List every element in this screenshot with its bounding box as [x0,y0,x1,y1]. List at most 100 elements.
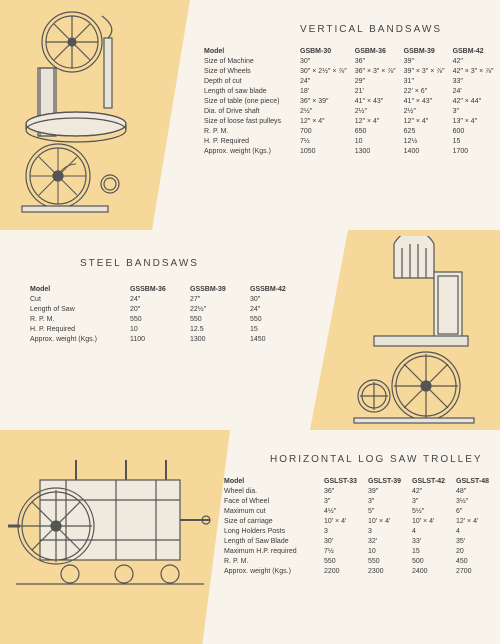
row-value: 1100 [126,334,186,344]
steel-bandsaw-illustration [332,236,492,426]
row-value: 29″ [351,76,400,86]
row-label: R. P. M. [26,314,126,324]
row-value: 550 [364,556,408,566]
table-row: Maximum cut4½″5″5½″6″ [220,506,496,516]
row-value: 2300 [364,566,408,576]
row-value: 30″ [296,56,351,66]
row-value: 600 [449,126,498,136]
table-steel-bandsaws: ModelGSSBM-36GSSBM-39GSSBM-42Cut24″27″30… [26,284,306,344]
header-model: GSLST-33 [320,476,364,486]
row-value: 22′ × 6″ [400,86,449,96]
row-value: 41″ × 43″ [400,96,449,106]
header-model: GSBM-30 [296,46,351,56]
row-value: 3″ [449,106,498,116]
row-value: 24″ [126,294,186,304]
row-value: 2½″ [351,106,400,116]
table-vertical-bandsaws: ModelGSBM-30GSBM-36GSBM-39GSBM-42 Size of… [200,46,497,156]
table-row: Approx. weight (Kgs.)2200230024002700 [220,566,496,576]
header-label: Model [26,284,126,294]
row-value: 2200 [320,566,364,576]
row-value: 550 [246,314,306,324]
tbody-vertical: ModelGSBM-30GSBM-36GSBM-39GSBM-42 Size of… [200,46,497,156]
row-value: 700 [296,126,351,136]
vertical-bandsaw-illustration [14,8,154,218]
row-label: H. P. Required [200,136,296,146]
row-value: 30″ [246,294,306,304]
row-value: 39″ [400,56,449,66]
row-label: Maximum cut [220,506,320,516]
row-value: 10 [364,546,408,556]
table-horizontal-log-saw: ModelGSLST-33GSLST-39GSLST-42GSLST-48Whe… [220,476,496,576]
table-row: Size of loose fast pulleys12″ × 4″12″ × … [200,116,497,126]
row-value: 30″ × 2½″ × ⅞″ [296,66,351,76]
row-value: 500 [408,556,452,566]
table-row: Wheel dia.36″39″42″48″ [220,486,496,496]
row-value: 1300 [186,334,246,344]
table-header-row: ModelGSSBM-36GSSBM-39GSSBM-42 [26,284,306,294]
row-value: 7½ [320,546,364,556]
header-model: GSSBM-39 [186,284,246,294]
table-header-row: ModelGSLST-33GSLST-39GSLST-42GSLST-48 [220,476,496,486]
row-label: Size of Wheels [200,66,296,76]
table-row: Length of Saw20″22½″24″ [26,304,306,314]
row-label: H. P. Required [26,324,126,334]
row-value: 1050 [296,146,351,156]
row-value: 3½″ [452,496,496,506]
row-value: 12″ × 4″ [351,116,400,126]
row-value: 2½″ [400,106,449,116]
row-value: 10 [126,324,186,334]
table-header-row: ModelGSBM-30GSBM-36GSBM-39GSBM-42 [200,46,497,56]
row-value: 1700 [449,146,498,156]
row-value: 10′ × 4′ [320,516,364,526]
row-value: 24″ [246,304,306,314]
row-value: 39″ [364,486,408,496]
header-model: GSBM-42 [449,46,498,56]
row-label: Long Holders Posts [220,526,320,536]
row-value: 24′ [449,86,498,96]
row-value: 2½″ [296,106,351,116]
title-horizontal: HORIZONTAL LOG SAW TROLLEY [270,454,483,465]
row-value: 12′ × 4′ [452,516,496,526]
row-value: 550 [186,314,246,324]
table-row: Dia. of Drive shaft2½″2½″2½″3″ [200,106,497,116]
row-label: Size of table (one piece) [200,96,296,106]
row-value: 3 [320,526,364,536]
row-label: Length of Saw Blade [220,536,320,546]
row-value: 10′ × 4′ [408,516,452,526]
header-model: GSLST-42 [408,476,452,486]
row-label: Size of loose fast pulleys [200,116,296,126]
row-value: 6″ [452,506,496,516]
row-value: 550 [320,556,364,566]
row-value: 7½ [296,136,351,146]
section-vertical-bandsaws: VERTICAL BANDSAWS ModelGSBM-30GSBM-36GSB… [0,0,500,230]
row-value: 4 [452,526,496,536]
row-value: 5½″ [408,506,452,516]
row-value: 650 [351,126,400,136]
table-row: H. P. Required7½1012½15 [200,136,497,146]
header-model: GSLST-48 [452,476,496,486]
row-value: 36″ × 39″ [296,96,351,106]
row-value: 4½″ [320,506,364,516]
row-value: 1400 [400,146,449,156]
row-label: Wheel dia. [220,486,320,496]
table-row: Depth of cut24″29″31″33″ [200,76,497,86]
row-value: 625 [400,126,449,136]
row-value: 12″ × 4″ [296,116,351,126]
table-row: Size of table (one piece)36″ × 39″ 41″ × … [200,96,497,106]
row-value: 32′ [364,536,408,546]
row-value: 21′ [351,86,400,96]
row-value: 4 [408,526,452,536]
row-label: Length of Saw [26,304,126,314]
row-value: 20 [452,546,496,556]
header-model: GSLST-39 [364,476,408,486]
row-value: 42″ × 3″ × ⅞″ [449,66,498,76]
row-label: R. P. M. [200,126,296,136]
table-row: Face of Wheel3″3″3″3½″ [220,496,496,506]
row-value: 13″ × 4″ [449,116,498,126]
row-value: 550 [126,314,186,324]
row-value: 24″ [296,76,351,86]
row-value: 3″ [320,496,364,506]
title-steel: STEEL BANDSAWS [80,258,199,269]
header-label: Model [200,46,296,56]
row-value: 20″ [126,304,186,314]
